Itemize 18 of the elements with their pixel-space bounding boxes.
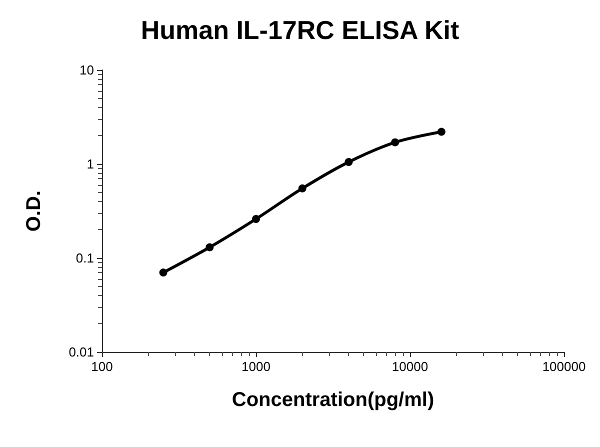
x-tick-label: 1000 [242,359,270,374]
x-axis-title: Concentration(pg/ml) [232,389,434,411]
point [252,214,260,223]
y-tick-label: 0.01 [68,344,94,360]
point [437,128,446,136]
x-tick-label: 100000 [542,359,586,374]
x-tick-label: 10000 [392,359,428,374]
x-tick-label: 100 [91,359,113,374]
point [298,184,306,192]
y-tick-label: 0.1 [76,250,94,266]
y-tick-label: 10 [80,62,94,78]
chart-title: Human IL-17RC ELISA Kit [140,15,460,45]
point [206,243,214,252]
point [391,138,400,146]
point [344,158,353,166]
point [159,268,168,277]
y-axis-title: O.D. [23,190,45,232]
y-tick-label: 1 [86,156,94,172]
